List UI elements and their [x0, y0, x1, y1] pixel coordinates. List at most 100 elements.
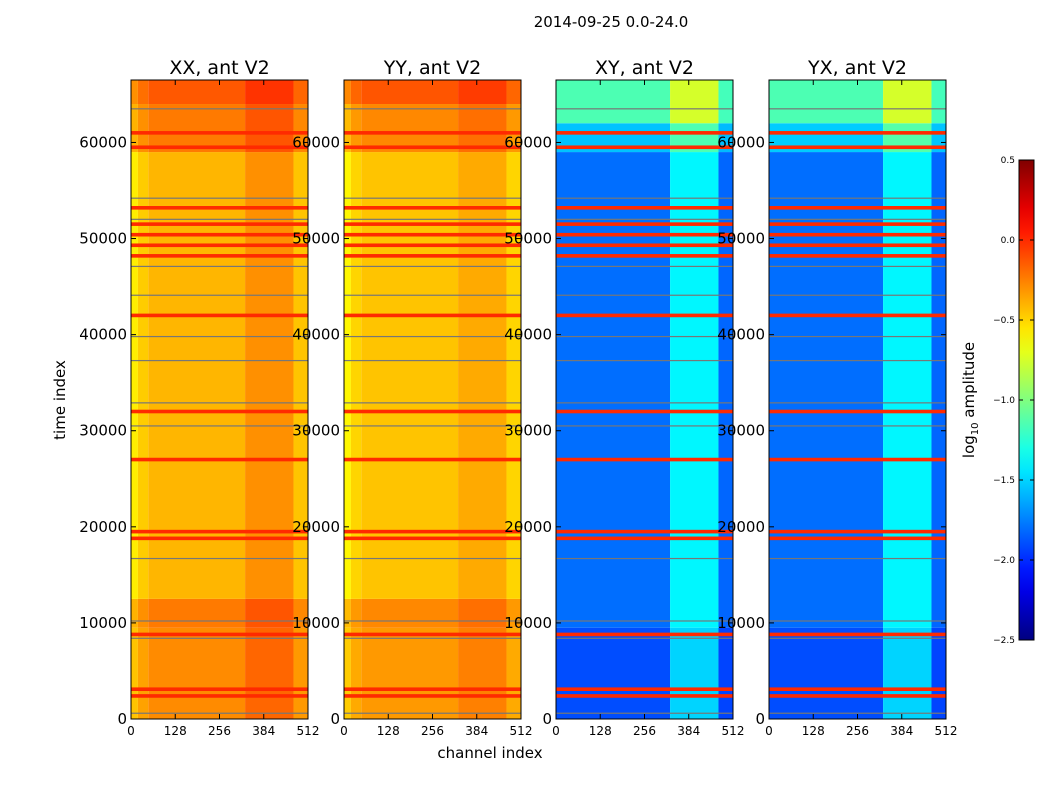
y-tick-label: 10000: [79, 614, 127, 632]
flagged-row: [344, 232, 521, 237]
heatmap-cell: [148, 80, 246, 105]
heatmap-cell: [769, 80, 884, 124]
flagged-row: [344, 409, 521, 414]
heatmap-cell: [131, 152, 138, 599]
heatmap-cell: [458, 152, 507, 599]
heatmap-cell: [931, 152, 946, 628]
flagged-row: [344, 632, 521, 637]
masked-row: [344, 402, 521, 404]
heatmap-cell: [148, 598, 246, 628]
masked-row: [769, 712, 946, 714]
flagged-row: [131, 529, 308, 534]
y-tick-label: 30000: [292, 422, 340, 440]
masked-row: [344, 335, 521, 338]
flagged-row: [131, 222, 308, 226]
x-tick-label: 384: [890, 724, 913, 738]
flagged-row: [556, 687, 733, 692]
heatmap-cell: [137, 152, 149, 599]
heatmap-panels: XX, ant V2 0 128 256 384 512 0 10000 20000 30000 4…: [79, 57, 957, 738]
masked-row: [769, 218, 946, 220]
masked-row: [131, 108, 308, 110]
heatmap-cell: [148, 152, 246, 599]
masked-row: [769, 402, 946, 404]
masked-row: [131, 557, 308, 560]
masked-row: [769, 108, 946, 110]
masked-row: [556, 620, 733, 622]
heatmap-cell: [769, 627, 884, 719]
flagged-row: [769, 694, 946, 698]
heatmap-cell: [556, 627, 671, 719]
masked-row: [344, 218, 521, 220]
heatmap-cell: [148, 627, 246, 719]
flagged-row: [344, 243, 521, 248]
y-tick-label: 10000: [717, 614, 765, 632]
masked-row: [556, 265, 733, 268]
masked-row: [131, 620, 308, 622]
flagged-row: [769, 206, 946, 210]
heatmap-cell: [137, 104, 149, 153]
masked-row: [769, 359, 946, 362]
heatmap-cell: [506, 152, 521, 599]
flagged-row: [344, 694, 521, 698]
heatmap-cell: [361, 80, 459, 105]
flagged-row: [769, 687, 946, 692]
heatmap-cell: [245, 152, 294, 599]
heatmap-cell: [344, 104, 351, 153]
colorbar-tick-label: −1.5: [993, 476, 1015, 486]
flagged-row: [131, 632, 308, 637]
heatmap-cell: [293, 104, 308, 153]
masked-row: [131, 265, 308, 268]
masked-row: [769, 620, 946, 622]
flagged-row: [344, 457, 521, 462]
colorbar-tick-label: −2.5: [993, 636, 1015, 646]
flagged-row: [556, 632, 733, 637]
flagged-row: [769, 232, 946, 237]
flagged-row: [769, 131, 946, 135]
colorbar-label: log10 amplitude: [960, 342, 981, 458]
flagged-row: [344, 145, 521, 150]
masked-row: [131, 294, 308, 296]
masked-row: [769, 294, 946, 296]
flagged-row: [131, 243, 308, 248]
flagged-row: [131, 313, 308, 318]
heatmap-cell: [131, 627, 138, 719]
heatmap-cell: [344, 152, 351, 599]
x-tick-label: 256: [846, 724, 869, 738]
flagged-row: [556, 536, 733, 541]
masked-row: [556, 294, 733, 296]
heatmap-cell: [344, 598, 351, 628]
panel-title: YY, ant V2: [383, 57, 482, 79]
panel-title: XY, ant V2: [595, 57, 694, 79]
y-tick-label: 20000: [717, 518, 765, 536]
x-tick-label: 0: [340, 724, 348, 738]
flagged-row: [131, 232, 308, 237]
masked-row: [769, 335, 946, 338]
heatmap-cell: [361, 598, 459, 628]
flagged-row: [344, 529, 521, 534]
y-tick-label: 40000: [717, 326, 765, 344]
y-axis-label: time index: [51, 360, 69, 440]
flagged-row: [769, 254, 946, 258]
x-tick-label: 384: [677, 724, 700, 738]
x-tick-label: 512: [935, 724, 958, 738]
heatmap-cell: [556, 80, 671, 124]
heatmap-cell: [883, 627, 932, 719]
flagged-row: [556, 222, 733, 226]
masked-row: [769, 637, 946, 639]
masked-row: [131, 402, 308, 404]
flagged-row: [131, 457, 308, 462]
masked-row: [344, 294, 521, 296]
flagged-row: [769, 457, 946, 462]
heatmap-cell: [350, 598, 362, 628]
x-tick-label: 128: [802, 724, 825, 738]
flagged-row: [556, 313, 733, 318]
heatmap-panel: YY, ant V2 0 128 256 384 512 0 10000 20000 30000 4…: [292, 57, 532, 738]
flagged-row: [344, 222, 521, 226]
heatmap-cell: [556, 152, 671, 628]
x-tick-label: 256: [208, 724, 231, 738]
x-tick-label: 0: [765, 724, 773, 738]
colorbar-label-main: amplitude: [960, 342, 978, 423]
masked-row: [131, 359, 308, 362]
heatmap-cell: [350, 152, 362, 599]
masked-row: [556, 637, 733, 639]
